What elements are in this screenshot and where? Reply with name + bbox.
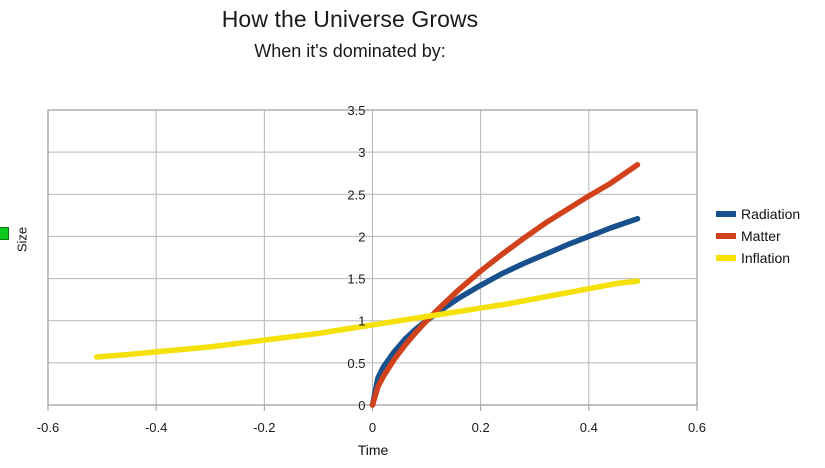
legend-item-inflation[interactable]: Inflation <box>716 248 821 268</box>
legend-label-inflation: Inflation <box>741 250 791 266</box>
svg-text:-0.6: -0.6 <box>37 420 59 435</box>
svg-text:-0.2: -0.2 <box>253 420 275 435</box>
legend-item-matter[interactable]: Matter <box>716 226 821 246</box>
svg-text:0.5: 0.5 <box>347 356 365 371</box>
svg-text:1: 1 <box>358 314 365 329</box>
svg-text:2.5: 2.5 <box>347 187 365 202</box>
svg-text:0.2: 0.2 <box>472 420 490 435</box>
legend-label-radiation: Radiation <box>741 206 801 222</box>
chart-legend: Radiation Matter Inflation <box>716 204 821 270</box>
svg-text:1.5: 1.5 <box>347 272 365 287</box>
svg-text:3.5: 3.5 <box>347 103 365 118</box>
svg-text:0.6: 0.6 <box>688 420 706 435</box>
grid-lines <box>47 109 698 406</box>
svg-text:0.4: 0.4 <box>580 420 598 435</box>
chart-subtitle: When it's dominated by: <box>254 41 446 61</box>
series-lines <box>93 162 641 408</box>
legend-swatch-inflation <box>716 255 736 261</box>
svg-text:0: 0 <box>358 398 365 413</box>
legend-label-matter: Matter <box>741 228 781 244</box>
x-axis-label: Time <box>357 442 389 458</box>
legend-swatch-matter <box>716 233 736 239</box>
svg-text:2: 2 <box>358 229 365 244</box>
tick-labels: 0 0.5 1 1.5 2 2.5 3 3.5 -0.6 -0.4 -0.2 0 0.2 0.4 0.6 <box>37 103 706 435</box>
legend-swatch-radiation <box>716 211 736 217</box>
svg-text:0: 0 <box>369 420 376 435</box>
svg-text:3: 3 <box>358 145 365 160</box>
selection-handle[interactable] <box>0 227 9 240</box>
chart-title: How the Universe Grows <box>221 6 479 32</box>
legend-item-radiation[interactable]: Radiation <box>716 204 821 224</box>
svg-text:-0.4: -0.4 <box>145 420 167 435</box>
